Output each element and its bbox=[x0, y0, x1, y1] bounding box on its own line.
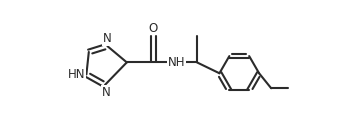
Text: NH: NH bbox=[168, 56, 185, 69]
Text: O: O bbox=[149, 22, 158, 35]
Text: N: N bbox=[102, 86, 111, 99]
Text: N: N bbox=[103, 32, 112, 45]
Text: HN: HN bbox=[68, 68, 85, 81]
